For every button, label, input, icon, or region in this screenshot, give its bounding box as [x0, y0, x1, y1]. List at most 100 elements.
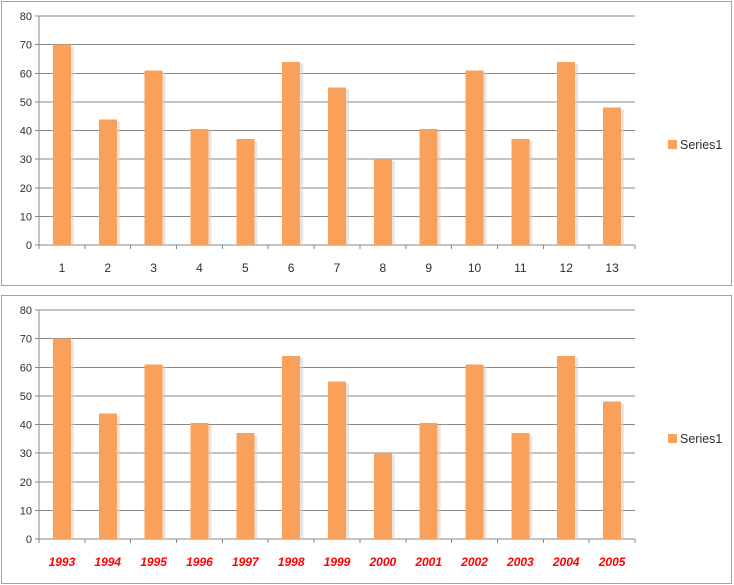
x-tick-label: 1996 — [186, 555, 213, 569]
bar-2[interactable] — [98, 119, 117, 245]
x-tick-label: 11 — [514, 261, 527, 275]
x-tick-label: 12 — [560, 261, 574, 275]
y-tick-label: 70 — [20, 334, 32, 346]
y-tick-label: 30 — [20, 448, 32, 460]
bar-chart-bottom-canvas[interactable]: 0 10 20 30 40 50 60 70 80 1993 1994 1995 1996 1997 199… — [2, 296, 731, 583]
bar-shadow — [162, 72, 166, 245]
bar-2005[interactable] — [603, 401, 622, 539]
bar-shadow — [346, 89, 349, 245]
x-tick-label: 2002 — [460, 555, 488, 569]
bar-shadow — [575, 357, 579, 539]
x-tick-label: 8 — [380, 261, 387, 275]
x-tick-label: 13 — [605, 261, 619, 275]
chart-frame-bottom[interactable]: 0 10 20 30 40 50 60 70 80 1993 1994 1995 1996 1997 199… — [1, 295, 732, 584]
bar-2004[interactable] — [557, 355, 576, 539]
bar-shadow — [437, 130, 441, 245]
bar-2002[interactable] — [465, 364, 484, 539]
bar-shadow — [437, 424, 441, 539]
x-tick-label: 2003 — [506, 555, 534, 569]
bar-shadow — [529, 435, 533, 539]
bar-13[interactable] — [603, 107, 622, 245]
bar-4[interactable] — [190, 128, 209, 245]
y-tick-label: 60 — [20, 68, 32, 80]
x-tick-label: 5 — [242, 261, 249, 275]
bar-2000[interactable] — [373, 453, 392, 539]
bar-2001[interactable] — [419, 422, 438, 539]
x-tick-label: 9 — [425, 261, 432, 275]
legend-swatch-icon — [668, 434, 677, 443]
y-tick-label: 60 — [20, 362, 32, 374]
bar-1996[interactable] — [190, 422, 209, 539]
y-tick-label: 10 — [20, 211, 32, 223]
x-tick-label: 1995 — [140, 555, 167, 569]
bar-shadow — [208, 130, 212, 245]
x-tick-label: 4 — [196, 261, 203, 275]
bar-1[interactable] — [52, 44, 71, 245]
y-tick-label: 50 — [20, 391, 32, 403]
bar-10[interactable] — [465, 70, 484, 245]
bar-7[interactable] — [328, 87, 346, 245]
bar-9[interactable] — [419, 128, 438, 245]
legend[interactable]: Series1 — [668, 138, 722, 152]
y-tick-label: 10 — [20, 505, 32, 517]
y-tick-label: 50 — [20, 97, 32, 109]
bar-shadow — [621, 403, 625, 539]
x-tick-label: 1999 — [324, 555, 351, 569]
x-tick-label: 1998 — [278, 555, 305, 569]
bar-1997[interactable] — [236, 433, 255, 539]
bar-8[interactable] — [373, 159, 392, 245]
bar-shadow — [162, 366, 166, 539]
chart-frame-top[interactable]: 0 10 20 30 40 50 60 70 80 1 2 3 4 5 6 7 8 9 10 11 12 13 Series… — [1, 1, 732, 286]
bar-6[interactable] — [282, 61, 301, 245]
bar-shadow — [391, 161, 395, 245]
bar-shadow — [116, 121, 120, 245]
bar-shadow — [300, 63, 304, 245]
x-tick-label: 10 — [468, 261, 482, 275]
x-tick-label: 3 — [150, 261, 157, 275]
x-tick-label: 1997 — [232, 555, 260, 569]
bar-1995[interactable] — [144, 364, 163, 539]
y-tick-label: 80 — [20, 305, 32, 317]
bar-shadow — [70, 46, 74, 245]
bar-shadow — [483, 72, 487, 245]
bar-5[interactable] — [236, 139, 255, 245]
bar-shadow — [483, 366, 487, 539]
x-tick-label: 6 — [288, 261, 295, 275]
bar-1994[interactable] — [98, 413, 117, 539]
y-tick-label: 20 — [20, 183, 32, 195]
bar-1999[interactable] — [328, 381, 346, 539]
bar-shadow — [346, 383, 349, 539]
bar-shadow — [254, 435, 258, 539]
bar-2003[interactable] — [511, 433, 530, 539]
bar-shadow — [575, 63, 579, 245]
legend[interactable]: Series1 — [668, 432, 722, 446]
bar-11[interactable] — [511, 139, 530, 245]
bar-12[interactable] — [557, 61, 576, 245]
x-tick-label: 1993 — [49, 555, 76, 569]
bar-shadow — [70, 340, 74, 539]
bar-shadow — [254, 141, 258, 245]
bar-1993[interactable] — [52, 338, 71, 539]
x-tick-label: 2001 — [414, 555, 442, 569]
bar-shadow — [391, 455, 395, 539]
y-tick-label: 0 — [26, 534, 32, 546]
y-tick-label: 70 — [20, 40, 32, 52]
x-tick-label: 1994 — [94, 555, 121, 569]
bar-shadow — [208, 424, 212, 539]
y-tick-label: 40 — [20, 420, 32, 432]
bar-3[interactable] — [144, 70, 163, 245]
x-tick-label: 2000 — [368, 555, 396, 569]
bar-shadow — [529, 141, 533, 245]
y-tick-label: 40 — [20, 126, 32, 138]
y-tick-label: 0 — [26, 240, 32, 252]
x-tick-label: 2 — [104, 261, 111, 275]
legend-label: Series1 — [680, 138, 722, 152]
y-tick-label: 30 — [20, 154, 32, 166]
bar-1998[interactable] — [282, 355, 301, 539]
bar-shadow — [116, 415, 120, 539]
y-tick-label: 20 — [20, 477, 32, 489]
legend-label: Series1 — [680, 432, 722, 446]
bar-shadow — [300, 357, 304, 539]
